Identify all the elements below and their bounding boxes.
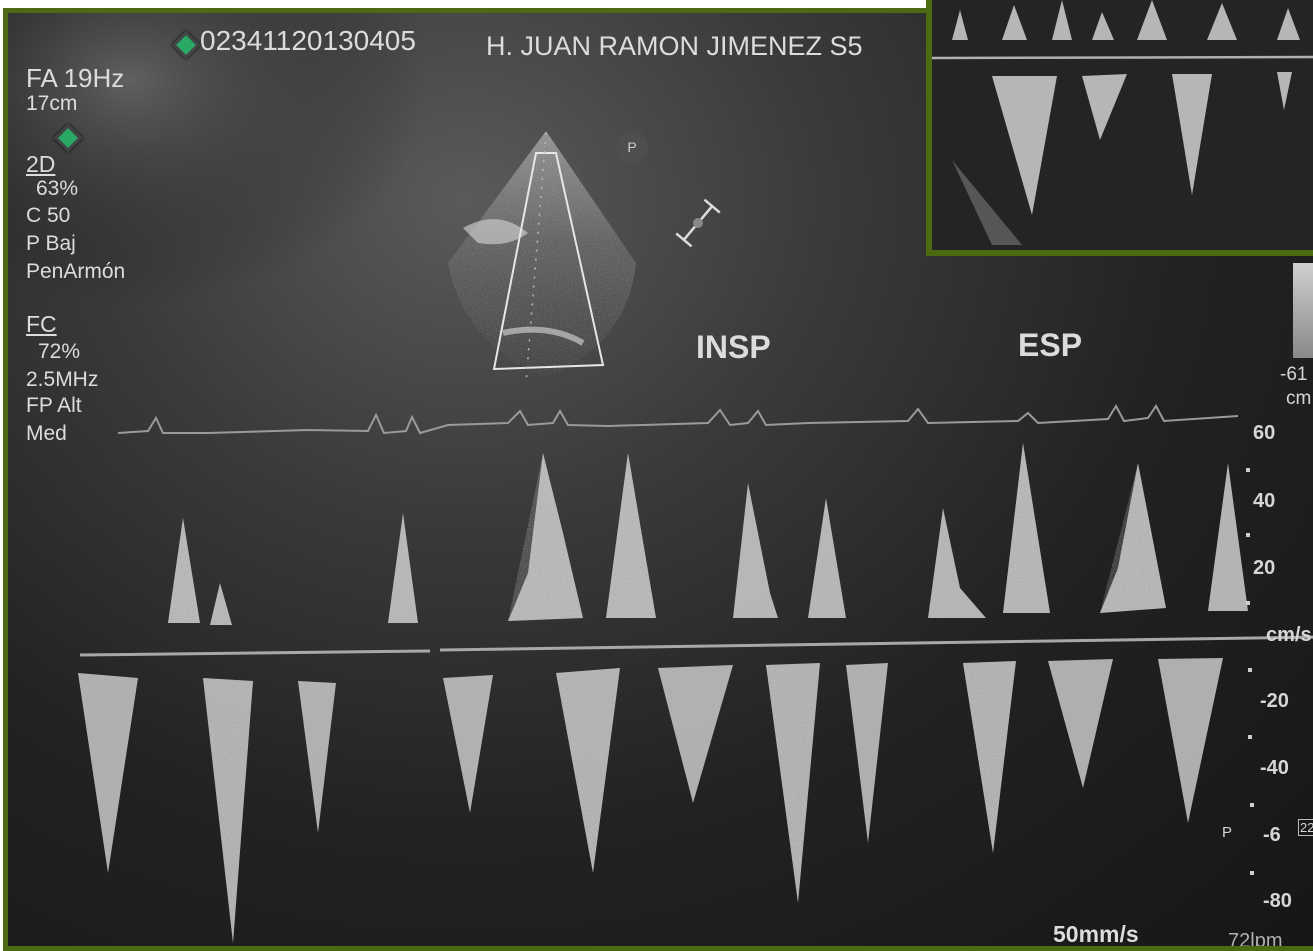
velocity-scale-ticks: [1246, 468, 1254, 875]
power: P Baj: [26, 232, 76, 255]
scale-tick-60: 60: [1253, 422, 1276, 444]
scale-tick-minus-80: -80: [1263, 890, 1292, 912]
scale-tick-minus-40: -40: [1260, 757, 1289, 779]
harmonic: PenArmón: [26, 260, 126, 283]
mode-2d: 2D: [26, 151, 56, 177]
scale-unit: cm/s: [1266, 624, 1312, 646]
frequency: 2.5MHz: [26, 368, 99, 391]
level: Med: [26, 422, 67, 445]
insp-label: INSP: [696, 329, 771, 365]
doppler-spectrum-positive: [168, 443, 1248, 625]
doppler-baseline: [79, 649, 431, 657]
esp-label: ESP: [1018, 327, 1083, 363]
compression: C 50: [26, 204, 71, 227]
inset-spectrum: [932, 0, 1313, 250]
depth: 17cm: [26, 92, 78, 115]
color-scale-unit: cm: [1286, 388, 1312, 409]
scale-tick-minus-6: -6: [1263, 824, 1281, 846]
filter: FP Alt: [26, 394, 82, 417]
zoom-inset: [926, 0, 1313, 256]
scale-tick-minus-20: -20: [1260, 690, 1289, 712]
probe-marker: P: [616, 131, 648, 163]
echo-2d-sector: [448, 131, 636, 384]
mode-pw: FC: [26, 311, 57, 337]
doppler-display: [8, 13, 1313, 943]
sweep-speed: 50mm/s: [1053, 921, 1139, 947]
institution-name: H. JUAN RAMON JIMENEZ S5: [486, 31, 863, 61]
doppler-cursor-box: [492, 152, 605, 371]
scale-tick-40: 40: [1253, 490, 1276, 512]
gain-2d: 63%: [36, 177, 79, 200]
scale-tick-20: 20: [1253, 557, 1276, 579]
probe-orientation-icon: [675, 198, 721, 248]
gain-pw: 72%: [38, 340, 81, 363]
scale-edge-fragment: 22: [1298, 819, 1313, 836]
ecg-trace: [117, 403, 1239, 435]
frame-rate: FA 19Hz: [26, 63, 125, 93]
color-scale-bar: [1293, 263, 1313, 358]
p-marker: P: [1222, 824, 1233, 841]
exam-id: 02341120130405: [200, 25, 416, 56]
color-scale-value: -61: [1280, 364, 1308, 385]
heart-rate: 72lpm: [1228, 930, 1283, 951]
